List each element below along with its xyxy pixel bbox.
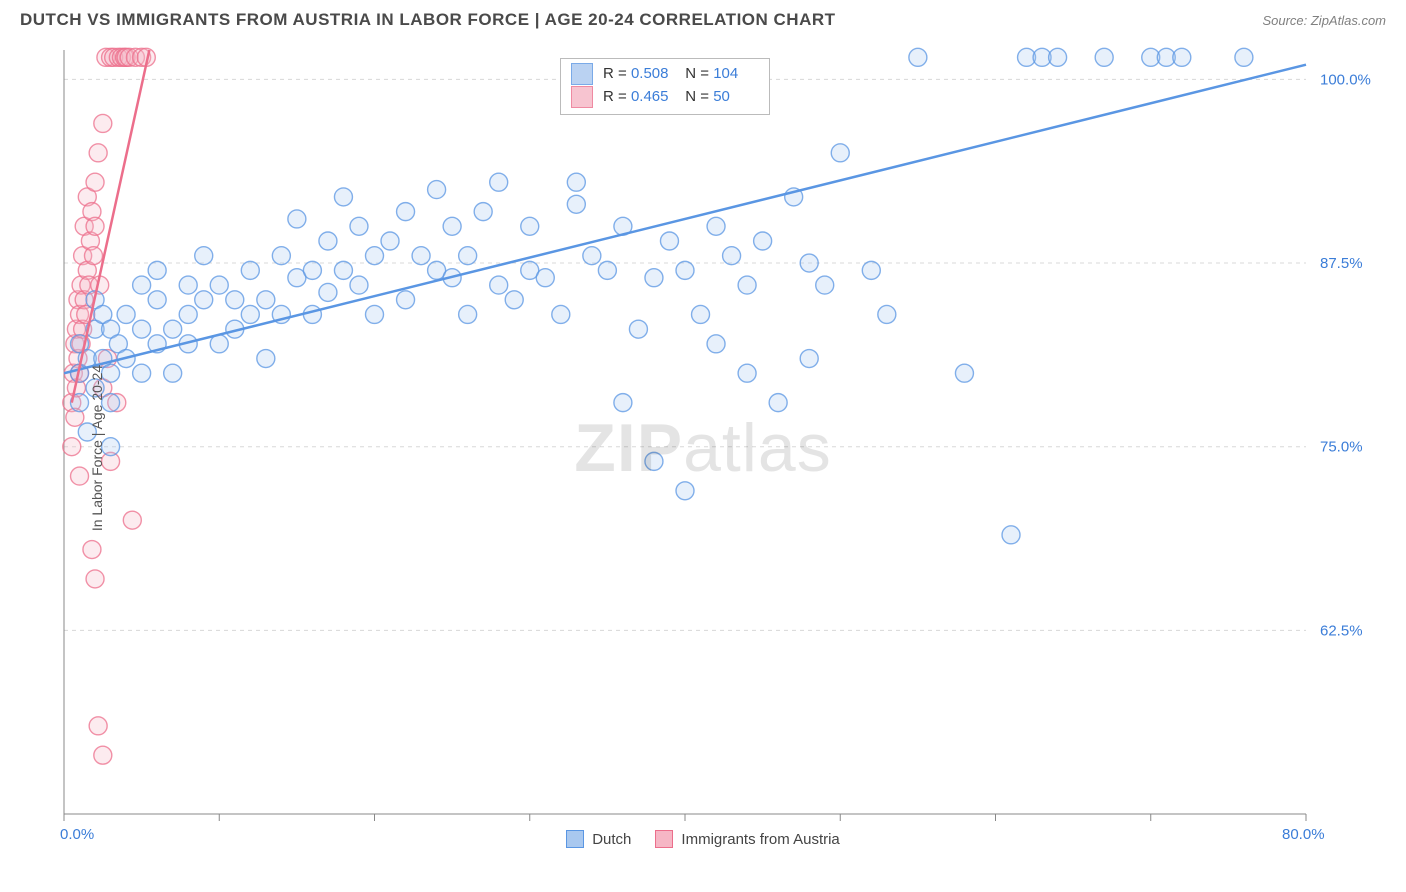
swatch-austria bbox=[655, 830, 673, 848]
svg-text:75.0%: 75.0% bbox=[1320, 439, 1363, 456]
legend-item-dutch: Dutch bbox=[566, 830, 631, 848]
correlation-legend: R = 0.508 N = 104R = 0.465 N = 50 bbox=[560, 58, 770, 115]
source-label: Source: ZipAtlas.com bbox=[1262, 13, 1386, 28]
swatch-dutch bbox=[566, 830, 584, 848]
legend-item-austria: Immigrants from Austria bbox=[655, 830, 839, 848]
svg-text:62.5%: 62.5% bbox=[1320, 622, 1363, 639]
series-legend: Dutch Immigrants from Austria bbox=[20, 830, 1386, 848]
svg-text:87.5%: 87.5% bbox=[1320, 255, 1363, 272]
chart-area: In Labor Force | Age 20-24 62.5% 75.0% 87.… bbox=[20, 44, 1386, 852]
legend-label-dutch: Dutch bbox=[592, 831, 631, 848]
chart-title: DUTCH VS IMMIGRANTS FROM AUSTRIA IN LABO… bbox=[20, 10, 836, 30]
y-axis-label: In Labor Force | Age 20-24 bbox=[89, 365, 105, 531]
scatter-plot: 62.5% 75.0% 87.5% 100.0% bbox=[20, 44, 1386, 852]
legend-label-austria: Immigrants from Austria bbox=[681, 831, 839, 848]
svg-text:100.0%: 100.0% bbox=[1320, 71, 1371, 88]
